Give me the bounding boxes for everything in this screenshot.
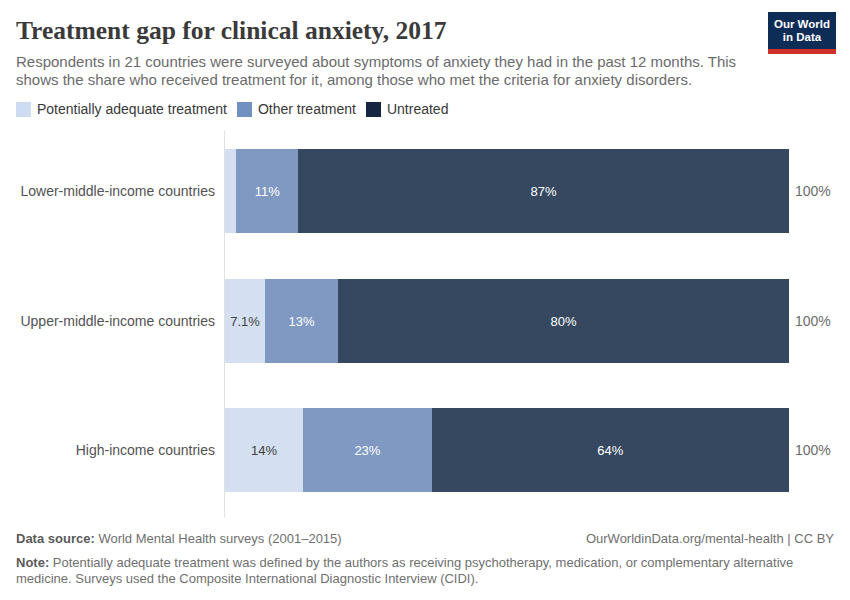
segment-untreated[interactable]: 80% — [338, 279, 789, 363]
category-label: Lower-middle-income countries — [0, 149, 215, 233]
segment-adequate[interactable]: 7.1% — [225, 279, 265, 363]
bar-row-upper-middle: Upper-middle-income countries 7.1% 13% 8… — [0, 279, 850, 363]
note: Note: Potentially adequate treatment was… — [16, 555, 834, 587]
logo-line2: in Data — [770, 31, 834, 44]
legend-item-adequate[interactable]: Potentially adequate treatment — [16, 101, 227, 117]
segment-other[interactable]: 23% — [303, 408, 431, 492]
logo-line1: Our World — [770, 18, 834, 31]
category-label: High-income countries — [0, 408, 215, 492]
data-source: Data source: World Mental Health surveys… — [16, 531, 342, 546]
bar-row-high-income: High-income countries 14% 23% 64% 100% — [0, 408, 850, 492]
total-label: 100% — [795, 279, 831, 363]
category-label: Upper-middle-income countries — [0, 279, 215, 363]
stacked-bar: 7.1% 13% 80% — [225, 279, 789, 363]
chart-canvas: Treatment gap for clinical anxiety, 2017… — [0, 0, 850, 600]
legend-swatch-other — [237, 102, 252, 117]
legend-swatch-adequate — [16, 102, 31, 117]
segment-other[interactable]: 13% — [265, 279, 338, 363]
stacked-bar: 11% 87% — [225, 149, 789, 233]
legend: Potentially adequate treatment Other tre… — [16, 101, 458, 117]
segment-untreated[interactable]: 87% — [298, 149, 789, 233]
attribution-link[interactable]: OurWorldinData.org/mental-health | CC BY — [586, 531, 834, 546]
total-label: 100% — [795, 149, 831, 233]
segment-adequate[interactable] — [225, 149, 236, 233]
legend-item-other[interactable]: Other treatment — [237, 101, 356, 117]
chart-title: Treatment gap for clinical anxiety, 2017 — [16, 16, 447, 46]
segment-untreated[interactable]: 64% — [432, 408, 789, 492]
total-label: 100% — [795, 408, 831, 492]
legend-item-untreated[interactable]: Untreated — [366, 101, 448, 117]
segment-other[interactable]: 11% — [236, 149, 298, 233]
legend-swatch-untreated — [366, 102, 381, 117]
stacked-bar: 14% 23% 64% — [225, 408, 789, 492]
segment-adequate[interactable]: 14% — [225, 408, 303, 492]
bar-row-lower-middle: Lower-middle-income countries 11% 87% 10… — [0, 149, 850, 233]
chart-subtitle: Respondents in 21 countries were surveye… — [16, 53, 736, 88]
owid-logo[interactable]: Our World in Data — [768, 12, 836, 54]
footer: Data source: World Mental Health surveys… — [16, 531, 834, 587]
